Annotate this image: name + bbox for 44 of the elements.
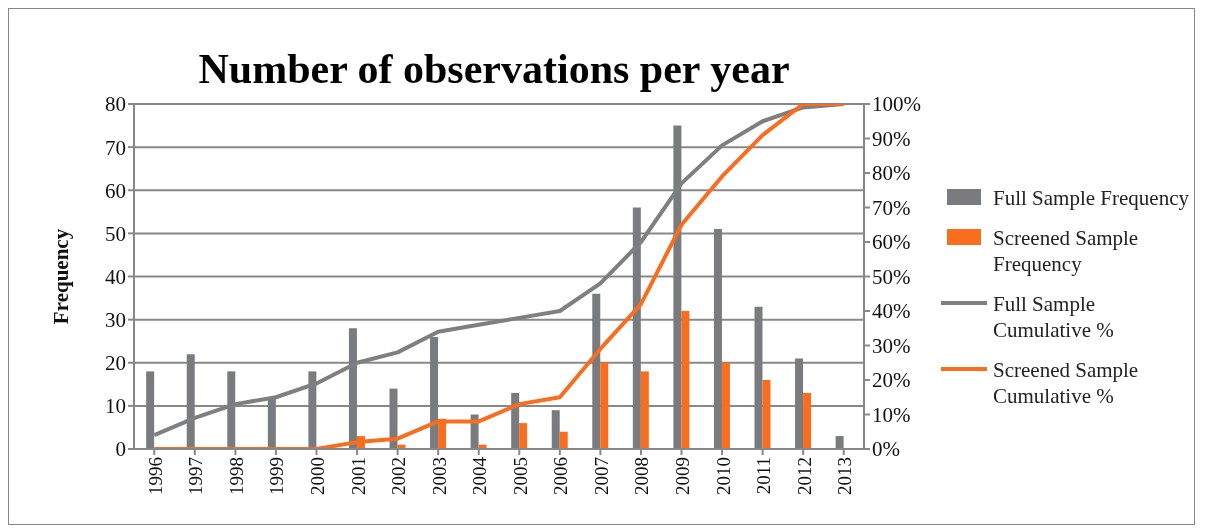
y2-tick-label: 80% bbox=[872, 161, 911, 186]
y2-tick-label: 10% bbox=[872, 402, 911, 427]
legend-label: Screened Sample Cumulative % bbox=[993, 357, 1140, 409]
y2-tick-label: 0% bbox=[872, 437, 900, 462]
y2-tick-label: 20% bbox=[872, 368, 911, 393]
x-tick-label: 2013 bbox=[834, 457, 856, 495]
y-tick-label: 30 bbox=[105, 308, 126, 333]
y-axis-title: Frequency bbox=[49, 228, 74, 325]
x-tick-label: 2008 bbox=[631, 457, 653, 495]
x-tick-label: 1999 bbox=[266, 457, 288, 495]
x-tick-label: 2012 bbox=[793, 457, 815, 495]
x-tick-label: 2005 bbox=[509, 457, 531, 495]
y-tick-label: 80 bbox=[105, 92, 126, 117]
x-tick-label: 2000 bbox=[306, 457, 328, 495]
y2-tick-label: 70% bbox=[872, 195, 911, 220]
y-tick-label: 50 bbox=[105, 221, 126, 246]
legend-label: Full Sample Cumulative % bbox=[993, 291, 1115, 343]
y-tick-label: 0 bbox=[115, 437, 126, 462]
y-tick-label: 70 bbox=[105, 135, 126, 160]
x-tick-label: 2011 bbox=[753, 457, 775, 495]
y-tick-label: 10 bbox=[105, 394, 126, 419]
x-tick-label: 1996 bbox=[144, 457, 166, 495]
x-tick-label: 2003 bbox=[428, 457, 450, 495]
x-tick-label: 1998 bbox=[225, 457, 247, 495]
y2-tick-label: 30% bbox=[872, 333, 911, 358]
x-tick-label: 1997 bbox=[185, 457, 207, 495]
legend-label: Screened Sample Frequency bbox=[993, 225, 1140, 277]
y2-tick-label: 50% bbox=[872, 264, 911, 289]
y-tick-label: 20 bbox=[105, 351, 126, 376]
y-tick-label: 40 bbox=[105, 264, 126, 289]
legend-label: Full Sample Frequency bbox=[993, 185, 1189, 211]
x-tick-label: 2007 bbox=[590, 457, 612, 495]
x-tick-label: 2009 bbox=[671, 457, 693, 495]
y2-tick-label: 40% bbox=[872, 299, 911, 324]
x-tick-label: 2001 bbox=[347, 457, 369, 495]
x-tick-label: 2010 bbox=[712, 457, 734, 495]
x-tick-label: 2006 bbox=[550, 457, 572, 495]
x-tick-label: 2002 bbox=[388, 457, 410, 495]
y2-tick-label: 100% bbox=[872, 92, 921, 117]
y2-tick-label: 90% bbox=[872, 126, 911, 151]
y-tick-label: 60 bbox=[105, 178, 126, 203]
y2-tick-label: 60% bbox=[872, 230, 911, 255]
x-tick-label: 2004 bbox=[469, 456, 491, 495]
chart-title: Number of observations per year bbox=[197, 45, 791, 93]
